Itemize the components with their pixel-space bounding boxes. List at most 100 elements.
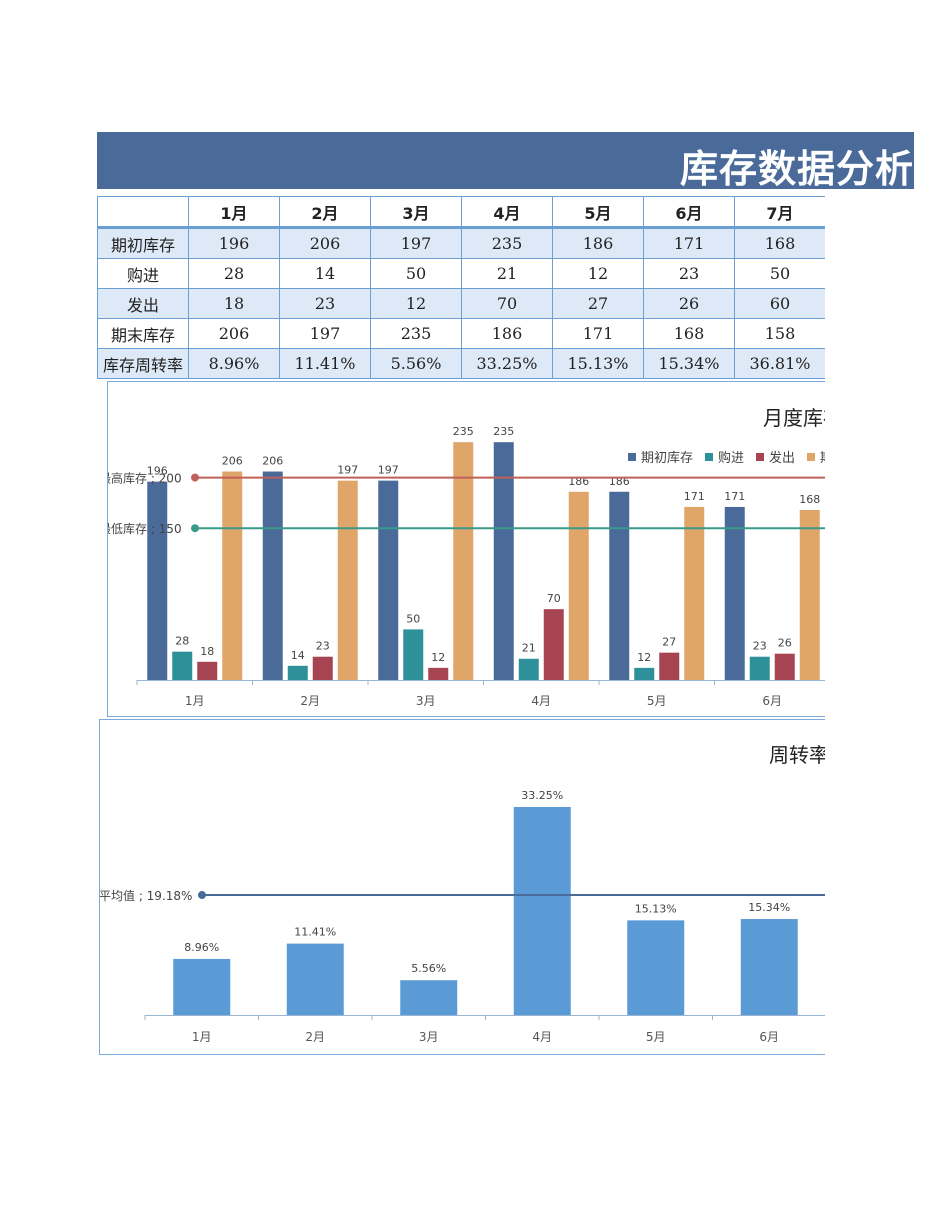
- bar: [749, 656, 770, 680]
- table-cell: 50: [370, 258, 462, 289]
- data-label: 15.13%: [635, 902, 677, 915]
- data-label: 12: [637, 651, 651, 664]
- table-cell: 206: [188, 318, 280, 349]
- table-row: 发出 18 23 12 70 27 26 60: [97, 288, 826, 319]
- bar: [518, 658, 539, 680]
- reference-label: 平均值 ; 19.18%: [100, 888, 192, 903]
- x-tick-label: 2月: [305, 1030, 325, 1044]
- data-label: 8.96%: [184, 941, 219, 954]
- table-row: 期初库存 196 206 197 235 186 171 168: [97, 227, 826, 259]
- table-cell: 12: [370, 288, 462, 319]
- column-header: 6月: [643, 196, 735, 229]
- legend-label: 购进: [718, 450, 744, 466]
- turnover-chart-panel: 周转率 1月 8.96% 2月 11.41% 3月 5.56% 4月 33.25% 5月 15.13…: [99, 719, 839, 1055]
- column-header: 2月: [279, 196, 371, 229]
- table-cell: 70: [461, 288, 553, 319]
- data-label: 50: [406, 612, 420, 625]
- table-cell: 158: [734, 318, 826, 349]
- table-cell: 28: [188, 258, 280, 289]
- column-header: 7月: [734, 196, 826, 229]
- column-header: 5月: [552, 196, 644, 229]
- bar: [684, 506, 705, 680]
- data-label: 15.34%: [748, 901, 790, 914]
- bar: [543, 609, 564, 680]
- bar: [627, 920, 685, 1015]
- bar: [428, 667, 449, 680]
- bar: [493, 442, 514, 680]
- x-tick-label: 5月: [647, 694, 667, 708]
- table-row: 购进 28 14 50 21 12 23 50: [97, 258, 826, 289]
- table-cell: 197: [279, 318, 371, 349]
- x-tick-label: 2月: [300, 694, 320, 708]
- x-tick-label: 5月: [646, 1030, 666, 1044]
- bar: [403, 629, 424, 680]
- bar: [222, 471, 243, 680]
- legend-swatch: [705, 453, 713, 461]
- data-label: 235: [493, 425, 514, 438]
- title-banner: 库存数据分析: [97, 132, 914, 189]
- x-tick-label: 1月: [185, 694, 205, 708]
- column-header: 1月: [188, 196, 280, 229]
- bar: [609, 491, 630, 680]
- x-tick-label: 3月: [419, 1030, 439, 1044]
- bar: [513, 807, 571, 1015]
- bar: [172, 651, 193, 680]
- table-cell: 21: [461, 258, 553, 289]
- bar: [740, 919, 798, 1015]
- turnover-chart: 周转率 1月 8.96% 2月 11.41% 3月 5.56% 4月 33.25% 5月 15.13…: [99, 743, 838, 1044]
- data-label: 27: [662, 636, 676, 649]
- legend-label: 发出: [769, 450, 795, 466]
- table-cell: 50: [734, 258, 826, 289]
- table-cell: 12: [552, 258, 644, 289]
- data-label: 171: [724, 490, 745, 503]
- data-label: 14: [291, 649, 305, 662]
- legend-label: 期初库存: [641, 450, 693, 466]
- inventory-chart: 月度库存1月19628182062月20614231973月1975012235…: [99, 406, 872, 708]
- data-label: 18: [200, 645, 214, 658]
- bar: [453, 442, 474, 680]
- table-cell: 168: [734, 227, 826, 259]
- bar: [774, 653, 795, 680]
- table-cell: 15.13%: [552, 348, 644, 379]
- bar: [286, 943, 344, 1015]
- data-label: 23: [316, 640, 330, 653]
- table-cell: 60: [734, 288, 826, 319]
- table-cell: 186: [552, 227, 644, 259]
- x-tick-label: 3月: [416, 694, 436, 708]
- data-label: 206: [222, 455, 243, 468]
- bar: [337, 480, 358, 680]
- reference-marker: [191, 524, 199, 533]
- data-label: 70: [547, 592, 561, 605]
- table-row: 库存周转率 8.96% 11.41% 5.56% 33.25% 15.13% 1…: [97, 348, 826, 379]
- data-label: 171: [684, 490, 705, 503]
- data-label: 12: [431, 651, 445, 664]
- data-label: 196: [147, 465, 168, 478]
- table-cell: 11.41%: [279, 348, 371, 379]
- table-cell: 27: [552, 288, 644, 319]
- data-label: 33.25%: [521, 789, 563, 802]
- table-cell: 33.25%: [461, 348, 553, 379]
- bar: [262, 471, 283, 680]
- table-cell: 26: [643, 288, 735, 319]
- bar: [378, 480, 399, 680]
- data-label: 197: [337, 464, 358, 477]
- data-label: 11.41%: [294, 926, 336, 939]
- bar: [659, 652, 680, 680]
- bar: [724, 506, 745, 680]
- table-cell: 23: [643, 258, 735, 289]
- data-label: 197: [378, 464, 399, 477]
- table-cell: 235: [461, 227, 553, 259]
- bar: [400, 980, 458, 1015]
- row-label: 购进: [97, 258, 189, 289]
- x-tick-label: 4月: [531, 694, 551, 708]
- reference-label: 最高库存 ; 200: [108, 471, 182, 486]
- bar: [173, 958, 231, 1015]
- page-title: 库存数据分析: [680, 147, 914, 189]
- bar: [287, 665, 308, 680]
- table-cell: 18: [188, 288, 280, 319]
- data-label: 168: [799, 493, 820, 506]
- bar: [197, 661, 218, 680]
- table-cell: 197: [370, 227, 462, 259]
- inventory-table: 1月 2月 3月 4月 5月 6月 7月 期初库存 196 206 197 23…: [97, 196, 826, 379]
- column-header: 4月: [461, 196, 553, 229]
